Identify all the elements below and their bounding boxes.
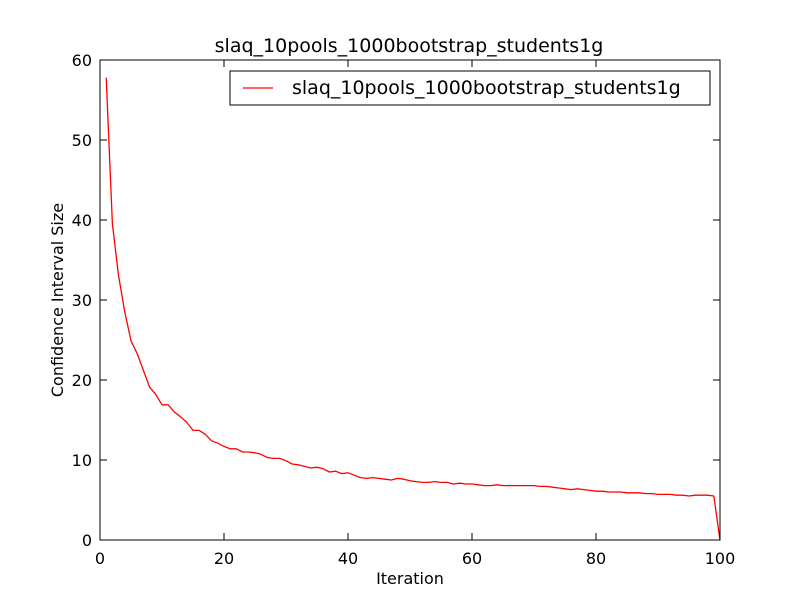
legend: slaq_10pools_1000bootstrap_students1g: [229, 70, 711, 106]
y-tick-label: 20: [72, 371, 92, 390]
y-tick-label: 50: [72, 131, 92, 150]
x-tick-label: 80: [586, 549, 606, 568]
x-tick-label: 60: [462, 549, 482, 568]
y-tick-label: 30: [72, 291, 92, 310]
y-tick-label: 10: [72, 451, 92, 470]
x-tick-label: 100: [705, 549, 736, 568]
y-tick-label: 60: [72, 51, 92, 70]
y-axis: 0 10 20 30 40 50 60: [72, 51, 720, 550]
series-line-0: [105, 77, 721, 541]
x-axis: 0 20 40 60 80 100: [95, 60, 735, 568]
x-tick-label: 0: [95, 549, 105, 568]
x-axis-label: Iteration: [376, 569, 444, 588]
y-axis-label: Confidence Interval Size: [48, 203, 67, 397]
x-tick-label: 40: [338, 549, 358, 568]
legend-label: slaq_10pools_1000bootstrap_students1g: [292, 77, 681, 99]
chart-title: slaq_10pools_1000bootstrap_students1g: [215, 35, 604, 57]
y-tick-label: 0: [82, 531, 92, 550]
legend-box: [229, 70, 711, 106]
x-tick-label: 20: [214, 549, 234, 568]
plot-frame: [99, 59, 721, 541]
y-tick-label: 40: [72, 211, 92, 230]
